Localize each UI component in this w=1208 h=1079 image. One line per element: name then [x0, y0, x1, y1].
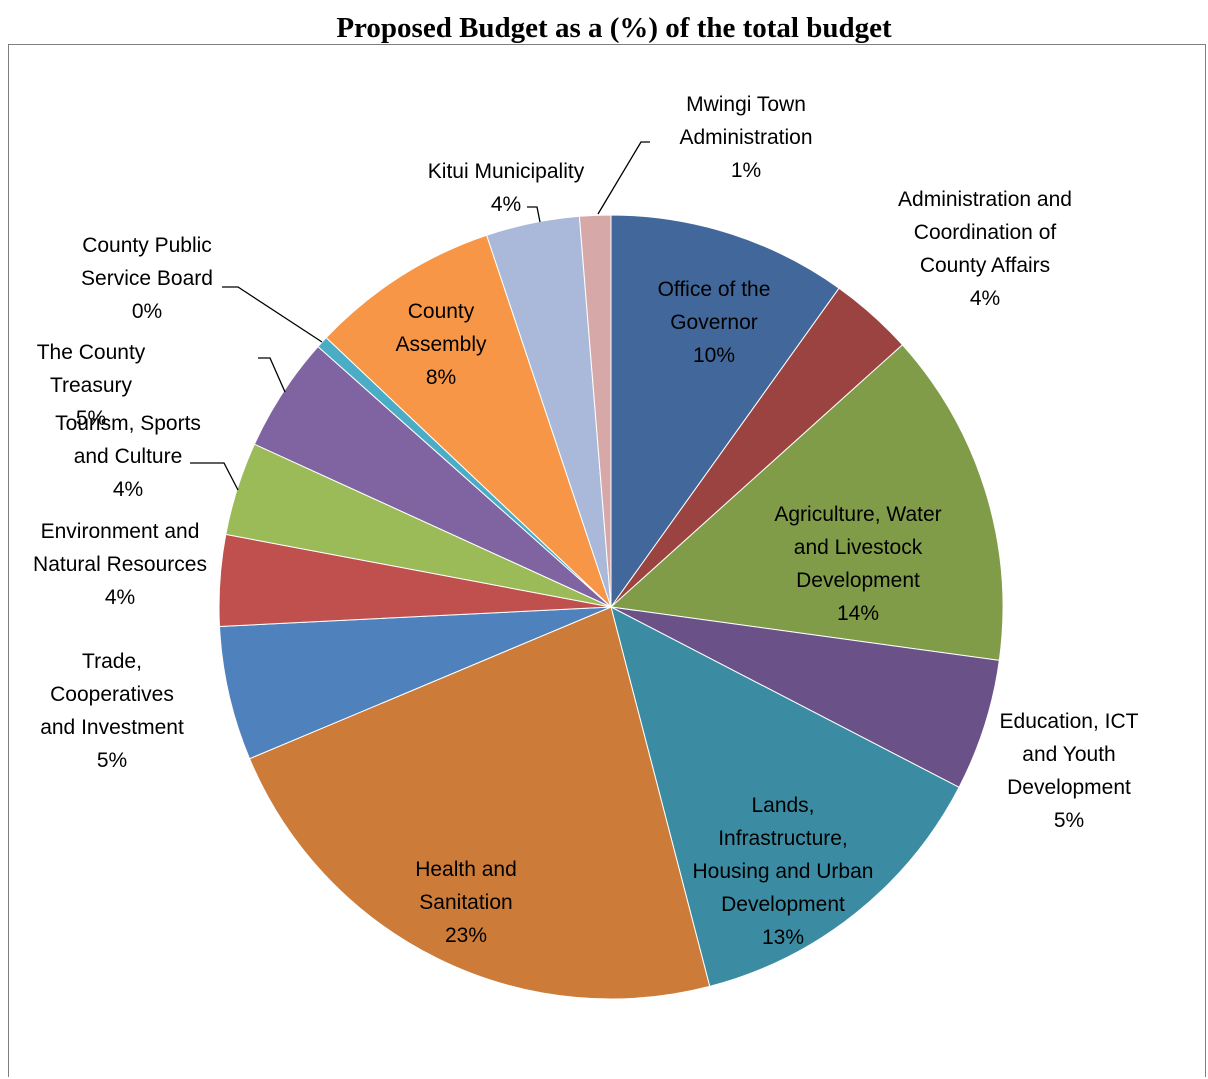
pie-slice	[609, 344, 1004, 661]
slice-label-line: Lands,	[751, 794, 814, 817]
pie-slice	[578, 214, 612, 608]
slice-label: Mwingi Town Administration 1%	[679, 93, 812, 182]
slice-label-line: Administration and	[898, 188, 1072, 211]
slice-label-line: Development	[1007, 776, 1131, 799]
slice-label: County Public Service Board 0%	[81, 234, 213, 323]
pie-slice	[610, 606, 1000, 789]
slice-percent: 4%	[113, 478, 143, 501]
slice-percent: 5%	[97, 749, 127, 772]
leader-line	[222, 286, 323, 343]
pie-slice	[610, 606, 960, 987]
slice-label-line: and Investment	[40, 716, 184, 739]
leader-line	[258, 357, 286, 393]
slice-label: Tourism, Sports and Culture 4%	[55, 412, 201, 501]
slice-label: County Assembly 8%	[395, 300, 487, 389]
pie-slice	[248, 606, 711, 1000]
slice-label-line: Mwingi Town	[686, 93, 806, 116]
slice-percent: 8%	[426, 366, 456, 389]
leader-line	[597, 141, 650, 215]
slice-label-line: Administration	[679, 126, 812, 149]
slice-label-line: Office of the	[658, 278, 771, 301]
slice-label: Agriculture, Water and Livestock Developme…	[774, 503, 941, 625]
slice-label-line: Coordination of	[914, 221, 1057, 244]
slice-label-line: Health and	[415, 858, 517, 881]
slice-percent: 13%	[762, 926, 804, 949]
slice-percent: 1%	[731, 159, 761, 182]
slice-label-line: County Public	[82, 234, 212, 257]
chart-title: Proposed Budget as a (%) of the total bu…	[336, 12, 892, 44]
slice-label: Environment and Natural Resources 4%	[33, 520, 207, 609]
slice-label: Administration and Coordination of County …	[898, 188, 1072, 310]
slice-labels: Office of the Governor 10% Administration a…	[33, 93, 1139, 949]
slice-label-line: Cooperatives	[50, 683, 174, 706]
leader-line	[527, 206, 541, 223]
slice-percent: 4%	[491, 193, 521, 216]
leader-lines	[190, 141, 650, 491]
pie-slice	[218, 606, 612, 760]
slice-label-line: County Affairs	[920, 254, 1050, 277]
chart-frame	[8, 44, 1206, 1077]
pie-slice	[325, 234, 612, 608]
slice-label-line: Treasury	[50, 374, 133, 397]
slice-label-line: Governor	[670, 311, 758, 334]
slice-label-line: Trade,	[82, 650, 142, 673]
slice-label-line: and Culture	[74, 445, 183, 468]
slice-label-line: Service Board	[81, 267, 213, 290]
slice-label: Health and Sanitation 23%	[415, 858, 517, 947]
slice-label-line: Kitui Municipality	[428, 160, 585, 183]
slice-percent: 5%	[1054, 809, 1084, 832]
slice-label-line: County	[408, 300, 475, 323]
slice-label-line: Sanitation	[419, 891, 512, 914]
slice-label-line: Infrastructure,	[718, 827, 848, 850]
slice-label: Education, ICT and Youth Development 5%	[1000, 710, 1139, 832]
slice-percent: 10%	[693, 344, 735, 367]
slice-label-line: Education, ICT	[1000, 710, 1139, 733]
slice-label: Lands, Infrastructure, Housing and Urban De…	[693, 794, 874, 949]
slice-label-line: Development	[721, 893, 845, 916]
slice-percent: 23%	[445, 924, 487, 947]
leader-line	[190, 462, 239, 491]
slice-percent: 4%	[105, 586, 135, 609]
slice-label: Office of the Governor 10%	[658, 278, 771, 367]
slice-label-line: Tourism, Sports	[55, 412, 201, 435]
pie-slice	[610, 214, 840, 609]
slice-label-line: The County	[37, 341, 146, 364]
slice-percent: 14%	[837, 602, 879, 625]
slice-percent: 4%	[970, 287, 1000, 310]
slice-percent: 5%	[76, 407, 106, 430]
slice-label-line: and Livestock	[794, 536, 923, 559]
slice-label: Kitui Municipality 4%	[428, 160, 585, 216]
slice-label-line: Environment and	[41, 520, 200, 543]
slice-label-line: Assembly	[395, 333, 487, 356]
slice-label-line: and Youth	[1022, 743, 1115, 766]
slice-label: The County Treasury 5%	[37, 341, 146, 430]
pie-slices	[218, 214, 1004, 1000]
slice-label-line: Housing and Urban	[693, 860, 874, 883]
slice-label-line: Natural Resources	[33, 553, 207, 576]
slice-label-line: Agriculture, Water	[774, 503, 941, 526]
slice-label-line: Development	[796, 569, 920, 592]
slice-label: Trade, Cooperatives and Investment 5%	[40, 650, 184, 772]
slice-percent: 0%	[132, 300, 162, 323]
